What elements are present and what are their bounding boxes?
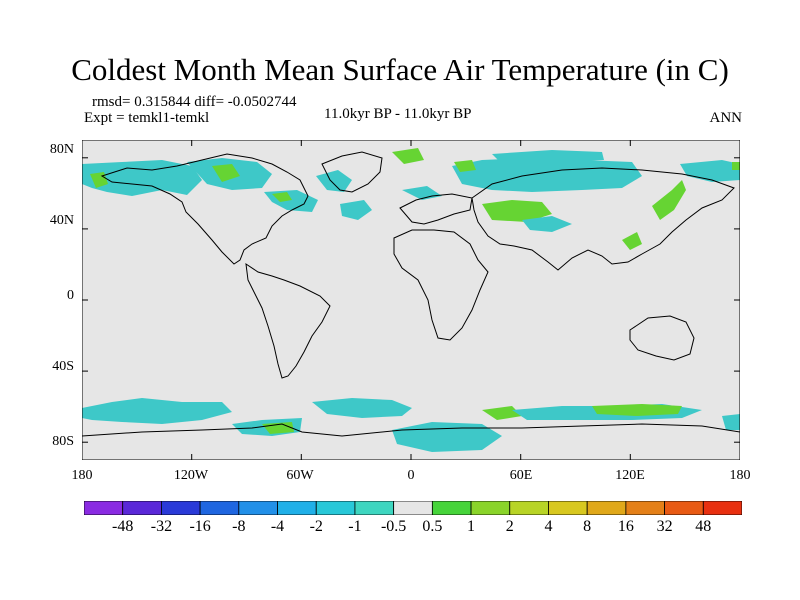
patch-bering-warm [732, 162, 740, 170]
patch-east-china-warm [622, 232, 642, 250]
world-map [82, 140, 740, 460]
colorbar-swatch [277, 501, 317, 515]
colorbar-swatch [315, 501, 356, 515]
patch-ural-warm [454, 160, 476, 172]
colorbar-swatch [161, 501, 201, 515]
lat-label-40s: 40S [52, 359, 74, 374]
patch-arctic-siberia [492, 150, 604, 164]
lat-label-0: 0 [67, 288, 74, 303]
colorbar-label: 32 [656, 518, 673, 535]
patch-north-atlantic [340, 200, 372, 220]
colorbar-label: 16 [617, 518, 634, 535]
patch-alaska [82, 160, 202, 196]
colorbar-swatch [431, 501, 472, 515]
colorbar-swatch [393, 501, 433, 515]
patch-central-asia-warm [482, 200, 552, 222]
colorbar-swatch [354, 501, 395, 515]
colorbar-label: 1 [467, 518, 476, 535]
patch-greenland [316, 170, 352, 192]
colorbar-label: -1 [348, 518, 362, 535]
colorbar-label: 48 [695, 518, 712, 535]
colorbar-swatch [625, 501, 665, 515]
colorbar-swatch [84, 501, 124, 515]
colorbar-swatch [470, 501, 511, 515]
patch-canada-warm [212, 164, 240, 182]
colorbar-label: 8 [583, 518, 592, 535]
colorbar-swatch [122, 501, 162, 515]
coast-africa [393, 229, 489, 341]
colorbar-label: 2 [505, 518, 514, 535]
colorbar-label: -0.5 [380, 518, 407, 535]
coastlines [82, 151, 740, 437]
colorbar-label: -16 [189, 518, 211, 535]
lon-ticks [191, 140, 631, 460]
patch-south-indian-warm [482, 406, 522, 420]
lat-label-80n: 80N [49, 142, 74, 157]
colorbar-label: -32 [150, 518, 173, 535]
coast-south-america [245, 262, 331, 379]
colorbar-label: -2 [309, 518, 323, 535]
lon-label-180e: 180 [729, 468, 751, 483]
period-text: 11.0kyr BP - 11.0kyr BP [324, 106, 472, 122]
patch-tibet [522, 216, 572, 232]
patch-arctic-warm [392, 148, 424, 164]
coast-australia [629, 315, 695, 361]
colorbar [84, 501, 742, 515]
lon-label-0: 0 [407, 468, 415, 483]
stats-text: rmsd= 0.315844 diff= -0.0502744 [92, 94, 297, 110]
colorbar-swatch [586, 501, 627, 515]
colorbar-swatch [702, 501, 742, 515]
patch-east-asia-warm [652, 180, 686, 220]
coast-europe [399, 193, 473, 225]
patch-ross-sea [722, 414, 740, 430]
colorbar-label: -4 [270, 518, 285, 535]
patch-south-pacific [82, 398, 232, 424]
colorbar-label: 0.5 [422, 518, 443, 535]
lat-label-80s: 80S [52, 434, 74, 449]
coast-asia [471, 167, 735, 271]
colorbar-swatch [664, 501, 704, 515]
colorbar-swatch [548, 501, 588, 515]
colorbar-label: -48 [112, 518, 134, 535]
patch-siberia [452, 158, 642, 192]
lon-label-180w: 180 [71, 468, 93, 483]
experiment-text: Expt = temkl1-temkl [84, 110, 210, 126]
patch-southern-ocean-warm [592, 404, 682, 416]
patch-south-atlantic [312, 398, 412, 418]
lon-label-120e: 120E [615, 468, 645, 483]
coast-north-america [100, 153, 309, 265]
page-title: Coldest Month Mean Surface Air Temperatu… [71, 52, 729, 87]
colorbar-swatch [509, 501, 549, 515]
patch-weddell-warm [262, 422, 294, 434]
anomaly-patches [82, 148, 740, 452]
colorbar-label: 4 [544, 518, 553, 535]
lon-label-60e: 60E [509, 468, 533, 483]
colorbar-swatch [238, 501, 278, 515]
colorbar-label: -8 [232, 518, 246, 535]
coast-antarctica [82, 423, 740, 437]
patch-labrador-warm [272, 192, 292, 202]
lat-label-40n: 40N [49, 213, 74, 228]
colorbar-swatch [199, 501, 240, 515]
lon-label-120w: 120W [173, 468, 209, 483]
lat-ticks [82, 157, 740, 443]
coast-greenland [321, 151, 383, 193]
lon-label-60w: 60W [286, 468, 314, 483]
season-label: ANN [709, 110, 743, 126]
